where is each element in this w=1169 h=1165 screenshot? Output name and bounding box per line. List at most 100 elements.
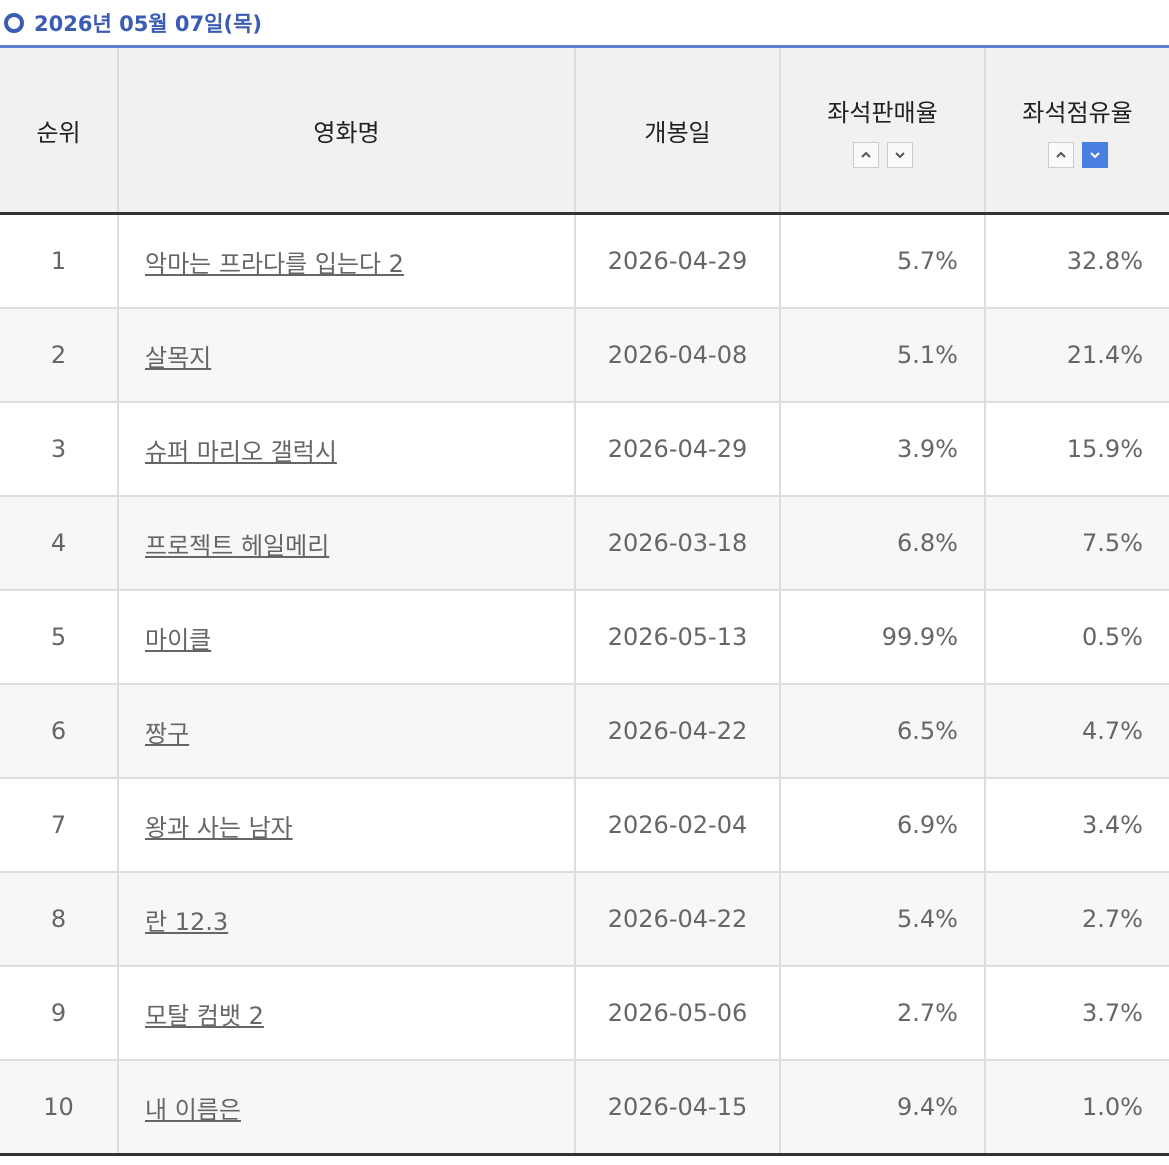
column-header: 순위 [36,118,81,147]
table-cell: 3.4% [984,777,1169,872]
movie-title[interactable]: 살목지 [145,343,212,372]
seat-share: 15.9% [1066,435,1143,463]
table-cell: 5.4% [779,871,985,966]
table-cell: 9 [0,965,118,1060]
release-date: 2026-04-22 [607,717,748,745]
table-cell: 2026-04-15 [574,1059,780,1156]
rank: 8 [50,905,67,933]
table-row: 6 짱구 2026-04-22 6.5% 4.7% [0,683,1169,778]
movie-title[interactable]: 란 12.3 [145,907,229,936]
release-date: 2026-04-29 [607,435,748,463]
table-cell: 99.9% [779,589,985,684]
column-header: 좌석판매율 [827,98,938,127]
table-cell: 4 [0,495,118,590]
seat-share: 21.4% [1066,341,1143,369]
header-cell: 좌석판매율 [779,48,985,215]
table-cell: 7 [0,777,118,872]
down-arrow [1089,151,1100,158]
seat-share: 7.5% [1082,529,1143,557]
circle-icon [4,12,24,33]
table-cell: 내 이름은 [117,1059,575,1156]
movie-title[interactable]: 왕과 사는 남자 [145,813,293,842]
table-cell: 6 [0,683,118,778]
table-row: 4 프로젝트 헤일메리 2026-03-18 6.8% 7.5% [0,495,1169,590]
seat-share: 0.5% [1082,623,1143,651]
table-cell: 2026-05-06 [574,965,780,1060]
table-cell: 6.9% [779,777,985,872]
table-row: 7 왕과 사는 남자 2026-02-04 6.9% 3.4% [0,777,1169,872]
table-cell: 2026-04-08 [574,307,780,402]
seat-sales-rate: 2.7% [897,999,958,1027]
rank: 5 [50,623,67,651]
date-title: 2026년 05월 07일(목) [34,11,262,36]
seat-sales-rate: 6.8% [897,529,958,557]
table-cell: 32.8% [984,212,1169,308]
table-body: 1 악마는 프라다를 입는다 2 2026-04-29 5.7% 32.8% 2 살목지 20… [0,212,1169,1156]
table-cell: 6.8% [779,495,985,590]
table-row: 3 슈퍼 마리오 갤럭시 2026-04-29 3.9% 15.9% [0,401,1169,496]
column-header: 개봉일 [644,118,711,147]
table-row: 9 모탈 컴뱃 2 2026-05-06 2.7% 3.7% [0,965,1169,1060]
rank: 6 [50,717,67,745]
seat-sales-rate: 5.4% [897,905,958,933]
table-cell: 0.5% [984,589,1169,684]
table-cell: 살목지 [117,307,575,402]
sort-buttons [781,141,984,168]
rank: 7 [50,811,67,839]
table-row: 5 마이클 2026-05-13 99.9% 0.5% [0,589,1169,684]
column-header: 좌석점유율 [1022,98,1133,127]
table-cell: 21.4% [984,307,1169,402]
movie-title[interactable]: 슈퍼 마리오 갤럭시 [145,437,337,466]
table-cell: 2.7% [779,965,985,1060]
column-header: 영화명 [313,118,380,147]
table-cell: 란 12.3 [117,871,575,966]
table-cell: 2026-04-29 [574,401,780,496]
movie-title[interactable]: 마이클 [145,625,212,654]
table-cell: 6.5% [779,683,985,778]
movie-title[interactable]: 프로젝트 헤일메리 [145,531,330,560]
release-date: 2026-05-06 [607,999,748,1027]
rank: 4 [50,529,67,557]
divider [0,45,1169,48]
table-cell: 4.7% [984,683,1169,778]
release-date: 2026-04-22 [607,905,748,933]
seat-share: 4.7% [1082,717,1143,745]
movie-title[interactable]: 모탈 컴뱃 2 [145,1001,264,1030]
sort-ascending[interactable] [1047,141,1074,168]
table-cell: 프로젝트 헤일메리 [117,495,575,590]
seat-sales-rate: 3.9% [897,435,958,463]
table-cell: 2 [0,307,118,402]
table-cell: 2026-04-22 [574,683,780,778]
seat-share: 32.8% [1066,247,1143,275]
table-cell: 5.7% [779,212,985,308]
table-cell: 3.7% [984,965,1169,1060]
seat-sales-rate: 99.9% [881,623,958,651]
header-cell: 순위 [0,48,118,215]
table-cell: 2026-05-13 [574,589,780,684]
table-cell: 1 [0,212,118,308]
sort-ascending[interactable] [852,141,879,168]
rank: 1 [50,247,67,275]
table-cell: 3.9% [779,401,985,496]
table-cell: 2026-02-04 [574,777,780,872]
release-date: 2026-05-13 [607,623,748,651]
release-date: 2026-04-15 [607,1093,748,1121]
up-arrow [1055,151,1066,158]
sort-descending[interactable] [886,141,913,168]
seat-sales-rate: 6.5% [897,717,958,745]
down-arrow [894,151,905,158]
table-cell: 15.9% [984,401,1169,496]
table-cell: 2026-04-29 [574,212,780,308]
movie-title[interactable]: 악마는 프라다를 입는다 2 [145,249,404,278]
table-row: 2 살목지 2026-04-08 5.1% 21.4% [0,307,1169,402]
release-date: 2026-04-29 [607,247,748,275]
table-cell: 1.0% [984,1059,1169,1156]
movie-title[interactable]: 짱구 [145,719,190,748]
release-date: 2026-02-04 [607,811,748,839]
table-cell: 5.1% [779,307,985,402]
seat-share: 2.7% [1082,905,1143,933]
movie-title[interactable]: 내 이름은 [145,1095,241,1124]
table-cell: 10 [0,1059,118,1156]
sort-descending-active[interactable] [1081,141,1108,168]
table-cell: 짱구 [117,683,575,778]
